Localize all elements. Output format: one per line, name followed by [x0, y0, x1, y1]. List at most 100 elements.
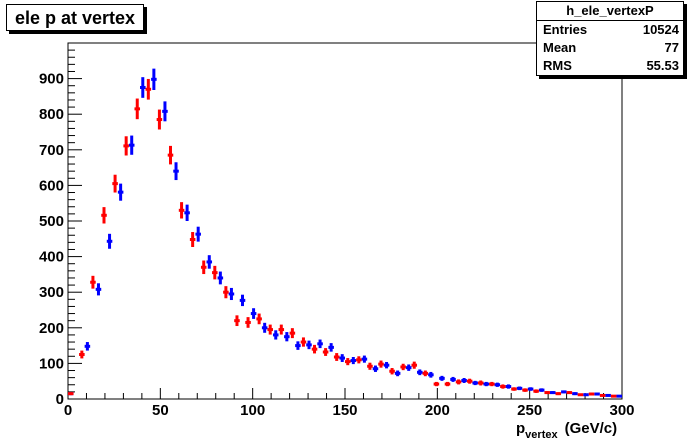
stats-value: 10524: [642, 22, 679, 37]
data-point: [289, 328, 296, 339]
data-point: [566, 391, 573, 395]
data-point: [400, 363, 406, 371]
data-point: [389, 368, 395, 375]
data-point: [333, 353, 340, 361]
data-point: [428, 371, 434, 378]
data-point: [450, 376, 456, 382]
data-point: [278, 324, 285, 335]
y-tick-label: 800: [39, 106, 64, 123]
data-point: [256, 313, 262, 325]
data-point: [173, 162, 179, 181]
x-tick-label: 150: [332, 402, 357, 419]
data-point: [345, 358, 351, 366]
x-tick-label: 250: [517, 402, 542, 419]
data-point: [500, 384, 506, 389]
data-point: [411, 361, 418, 369]
data-point: [328, 343, 334, 352]
y-tick-label: 100: [39, 355, 64, 372]
stats-histogram-name: h_ele_vertexP: [537, 2, 683, 21]
data-point: [538, 388, 545, 392]
data-point: [200, 260, 207, 275]
data-point: [489, 381, 495, 387]
stats-box: h_ele_vertexP Entries 10524 Mean 77 RMS …: [536, 1, 684, 76]
data-point: [516, 386, 523, 391]
stats-row-mean: Mean 77: [537, 39, 683, 57]
data-point: [572, 392, 578, 396]
data-point: [472, 380, 478, 386]
data-point: [311, 344, 318, 354]
data-point: [466, 378, 473, 384]
x-tick-label: 100: [240, 402, 265, 419]
data-point: [228, 287, 235, 301]
data-point: [577, 393, 584, 397]
data-point: [195, 226, 201, 242]
data-point: [128, 135, 135, 155]
data-point: [145, 78, 152, 100]
data-point: [511, 387, 517, 391]
y-tick-label: 200: [39, 320, 64, 337]
stats-label: Entries: [543, 22, 588, 37]
data-point: [90, 275, 96, 289]
data-point: [162, 101, 168, 122]
data-point: [555, 392, 562, 396]
y-tick-label: 700: [39, 142, 64, 159]
data-point: [594, 392, 600, 396]
stats-value: 55.53: [646, 58, 679, 73]
data-point: [117, 183, 124, 201]
stats-value: 77: [664, 40, 679, 55]
stats-row-rms: RMS 55.53: [537, 57, 683, 75]
data-point: [494, 382, 501, 387]
x-axis-title-main: p: [516, 420, 525, 437]
data-point: [123, 136, 129, 156]
data-point: [339, 354, 345, 362]
data-point: [101, 207, 107, 224]
series-2: [68, 78, 617, 398]
data-point: [372, 365, 379, 372]
data-point: [284, 332, 290, 342]
plot-frame: [67, 42, 623, 400]
chart-title: ele p at vertex: [6, 4, 145, 31]
x-tick-label: 200: [425, 402, 450, 419]
data-point: [544, 391, 550, 395]
tick-labels: 0 50 100 150 200 250 300 0 100 200 300 400 500 600 700…: [39, 71, 635, 419]
data-point: [405, 364, 412, 371]
data-point: [417, 369, 423, 376]
data-point: [206, 255, 213, 269]
data-point: [217, 271, 224, 285]
data-point: [505, 384, 512, 389]
data-point: [605, 393, 611, 397]
data-point: [239, 294, 246, 307]
data-point: [522, 388, 528, 392]
data-point: [533, 389, 539, 393]
data-point: [383, 361, 390, 369]
data-point: [112, 174, 118, 193]
x-axis-title-sub: vertex: [525, 429, 558, 441]
data-point: [267, 324, 273, 335]
x-tick-label: 300: [609, 402, 634, 419]
data-point: [167, 145, 174, 165]
data-point: [106, 233, 113, 249]
data-point: [422, 370, 429, 377]
data-point: [527, 387, 534, 391]
data-point: [350, 356, 357, 365]
data-point: [461, 377, 467, 383]
data-point: [583, 393, 589, 397]
y-tick-label: 300: [39, 284, 64, 301]
data-point: [356, 356, 362, 364]
data-point: [483, 381, 490, 387]
data-point: [394, 370, 401, 377]
data-point: [455, 379, 462, 385]
data-point: [295, 341, 301, 350]
data-point: [68, 392, 74, 396]
data-point: [433, 381, 440, 387]
data-point: [361, 355, 368, 363]
data-point: [378, 360, 384, 368]
data-point: [367, 362, 373, 370]
data-point: [84, 342, 91, 351]
stats-row-entries: Entries 10524: [537, 21, 683, 39]
data-point: [272, 330, 279, 340]
stats-label: RMS: [543, 58, 572, 73]
y-tick-label: 400: [39, 249, 64, 266]
data-point: [588, 392, 595, 396]
